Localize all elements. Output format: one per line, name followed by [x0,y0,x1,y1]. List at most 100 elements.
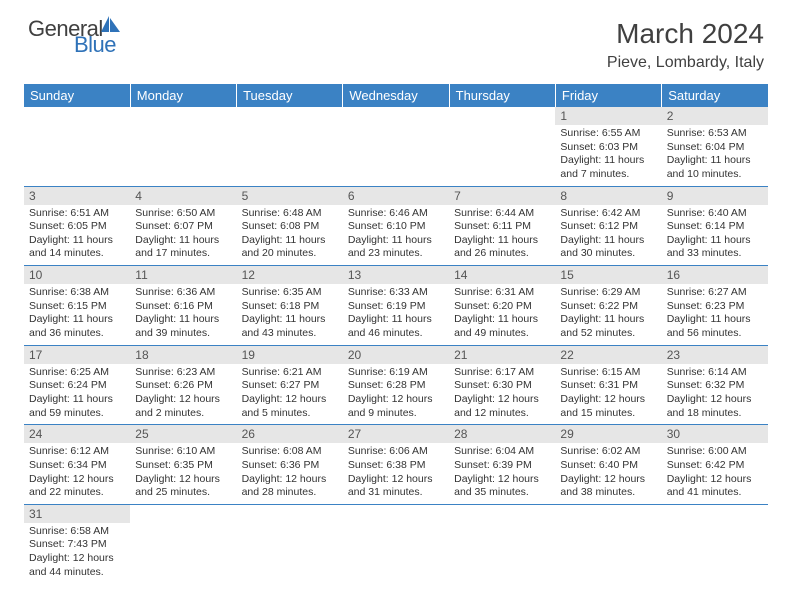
daylight-line: Daylight: 11 hours and 39 minutes. [135,313,231,340]
day-body: Sunrise: 6:10 AMSunset: 6:35 PMDaylight:… [130,443,236,504]
weekday-header: Sunday [24,84,130,107]
sunset-line: Sunset: 6:26 PM [135,379,231,393]
title-block: March 2024 Pieve, Lombardy, Italy [607,18,764,72]
day-body: Sunrise: 6:25 AMSunset: 6:24 PMDaylight:… [24,364,130,425]
calendar-cell-empty [24,107,130,186]
calendar-cell: 4Sunrise: 6:50 AMSunset: 6:07 PMDaylight… [130,186,236,266]
calendar-cell: 5Sunrise: 6:48 AMSunset: 6:08 PMDaylight… [237,186,343,266]
day-body: Sunrise: 6:02 AMSunset: 6:40 PMDaylight:… [555,443,661,504]
daylight-line: Daylight: 12 hours and 28 minutes. [242,473,338,500]
day-body: Sunrise: 6:53 AMSunset: 6:04 PMDaylight:… [662,125,768,186]
calendar-row: 31Sunrise: 6:58 AMSunset: 7:43 PMDayligh… [24,504,768,583]
daylight-line: Daylight: 11 hours and 26 minutes. [454,234,550,261]
day-number: 26 [237,425,343,443]
calendar-cell-empty [662,504,768,583]
page-header: General Blue March 2024 Pieve, Lombardy,… [0,0,792,78]
sunrise-line: Sunrise: 6:06 AM [348,445,444,459]
calendar-cell: 12Sunrise: 6:35 AMSunset: 6:18 PMDayligh… [237,266,343,346]
calendar-cell-empty [130,107,236,186]
weekday-header: Monday [130,84,236,107]
day-number: 4 [130,187,236,205]
day-body: Sunrise: 6:08 AMSunset: 6:36 PMDaylight:… [237,443,343,504]
calendar-cell: 26Sunrise: 6:08 AMSunset: 6:36 PMDayligh… [237,425,343,505]
calendar-head: SundayMondayTuesdayWednesdayThursdayFrid… [24,84,768,107]
calendar-cell-empty [449,107,555,186]
calendar-cell-empty [555,504,661,583]
location: Pieve, Lombardy, Italy [607,54,764,72]
day-number: 20 [343,346,449,364]
calendar-cell-empty [343,107,449,186]
day-number: 2 [662,107,768,125]
day-body: Sunrise: 6:51 AMSunset: 6:05 PMDaylight:… [24,205,130,266]
sunset-line: Sunset: 6:12 PM [560,220,656,234]
day-number: 7 [449,187,555,205]
daylight-line: Daylight: 12 hours and 31 minutes. [348,473,444,500]
sunrise-line: Sunrise: 6:42 AM [560,207,656,221]
day-body: Sunrise: 6:50 AMSunset: 6:07 PMDaylight:… [130,205,236,266]
calendar-cell: 19Sunrise: 6:21 AMSunset: 6:27 PMDayligh… [237,345,343,425]
calendar-cell: 7Sunrise: 6:44 AMSunset: 6:11 PMDaylight… [449,186,555,266]
day-number: 31 [24,505,130,523]
calendar-cell: 21Sunrise: 6:17 AMSunset: 6:30 PMDayligh… [449,345,555,425]
calendar-cell: 14Sunrise: 6:31 AMSunset: 6:20 PMDayligh… [449,266,555,346]
daylight-line: Daylight: 12 hours and 5 minutes. [242,393,338,420]
day-body: Sunrise: 6:12 AMSunset: 6:34 PMDaylight:… [24,443,130,504]
sunset-line: Sunset: 6:03 PM [560,141,656,155]
calendar-cell-empty [237,107,343,186]
calendar-cell: 6Sunrise: 6:46 AMSunset: 6:10 PMDaylight… [343,186,449,266]
sunrise-line: Sunrise: 6:19 AM [348,366,444,380]
daylight-line: Daylight: 11 hours and 36 minutes. [29,313,125,340]
sunset-line: Sunset: 6:18 PM [242,300,338,314]
sunrise-line: Sunrise: 6:29 AM [560,286,656,300]
calendar-row: 17Sunrise: 6:25 AMSunset: 6:24 PMDayligh… [24,345,768,425]
day-number: 21 [449,346,555,364]
sunset-line: Sunset: 6:08 PM [242,220,338,234]
sunrise-line: Sunrise: 6:21 AM [242,366,338,380]
sunrise-line: Sunrise: 6:40 AM [667,207,763,221]
sunrise-line: Sunrise: 6:25 AM [29,366,125,380]
day-number: 12 [237,266,343,284]
calendar-cell: 16Sunrise: 6:27 AMSunset: 6:23 PMDayligh… [662,266,768,346]
daylight-line: Daylight: 11 hours and 49 minutes. [454,313,550,340]
sunset-line: Sunset: 6:31 PM [560,379,656,393]
day-number: 19 [237,346,343,364]
weekday-header: Wednesday [343,84,449,107]
calendar-cell: 25Sunrise: 6:10 AMSunset: 6:35 PMDayligh… [130,425,236,505]
sunset-line: Sunset: 6:24 PM [29,379,125,393]
day-number: 6 [343,187,449,205]
day-body: Sunrise: 6:23 AMSunset: 6:26 PMDaylight:… [130,364,236,425]
day-body: Sunrise: 6:27 AMSunset: 6:23 PMDaylight:… [662,284,768,345]
sunrise-line: Sunrise: 6:36 AM [135,286,231,300]
daylight-line: Daylight: 12 hours and 18 minutes. [667,393,763,420]
calendar-row: 3Sunrise: 6:51 AMSunset: 6:05 PMDaylight… [24,186,768,266]
calendar-cell: 3Sunrise: 6:51 AMSunset: 6:05 PMDaylight… [24,186,130,266]
daylight-line: Daylight: 12 hours and 41 minutes. [667,473,763,500]
weekday-header: Thursday [449,84,555,107]
daylight-line: Daylight: 11 hours and 20 minutes. [242,234,338,261]
sunrise-line: Sunrise: 6:35 AM [242,286,338,300]
sunrise-line: Sunrise: 6:12 AM [29,445,125,459]
sunset-line: Sunset: 6:32 PM [667,379,763,393]
calendar-cell: 18Sunrise: 6:23 AMSunset: 6:26 PMDayligh… [130,345,236,425]
sunset-line: Sunset: 6:23 PM [667,300,763,314]
sunset-line: Sunset: 6:42 PM [667,459,763,473]
day-body: Sunrise: 6:35 AMSunset: 6:18 PMDaylight:… [237,284,343,345]
calendar-cell: 24Sunrise: 6:12 AMSunset: 6:34 PMDayligh… [24,425,130,505]
sunrise-line: Sunrise: 6:17 AM [454,366,550,380]
day-body: Sunrise: 6:44 AMSunset: 6:11 PMDaylight:… [449,205,555,266]
sunset-line: Sunset: 6:36 PM [242,459,338,473]
day-number: 28 [449,425,555,443]
calendar-cell: 9Sunrise: 6:40 AMSunset: 6:14 PMDaylight… [662,186,768,266]
weekday-row: SundayMondayTuesdayWednesdayThursdayFrid… [24,84,768,107]
daylight-line: Daylight: 11 hours and 7 minutes. [560,154,656,181]
daylight-line: Daylight: 11 hours and 46 minutes. [348,313,444,340]
daylight-line: Daylight: 12 hours and 15 minutes. [560,393,656,420]
daylight-line: Daylight: 11 hours and 56 minutes. [667,313,763,340]
daylight-line: Daylight: 12 hours and 35 minutes. [454,473,550,500]
day-body: Sunrise: 6:46 AMSunset: 6:10 PMDaylight:… [343,205,449,266]
daylight-line: Daylight: 12 hours and 44 minutes. [29,552,125,579]
daylight-line: Daylight: 11 hours and 17 minutes. [135,234,231,261]
day-number: 18 [130,346,236,364]
daylight-line: Daylight: 11 hours and 30 minutes. [560,234,656,261]
daylight-line: Daylight: 11 hours and 10 minutes. [667,154,763,181]
